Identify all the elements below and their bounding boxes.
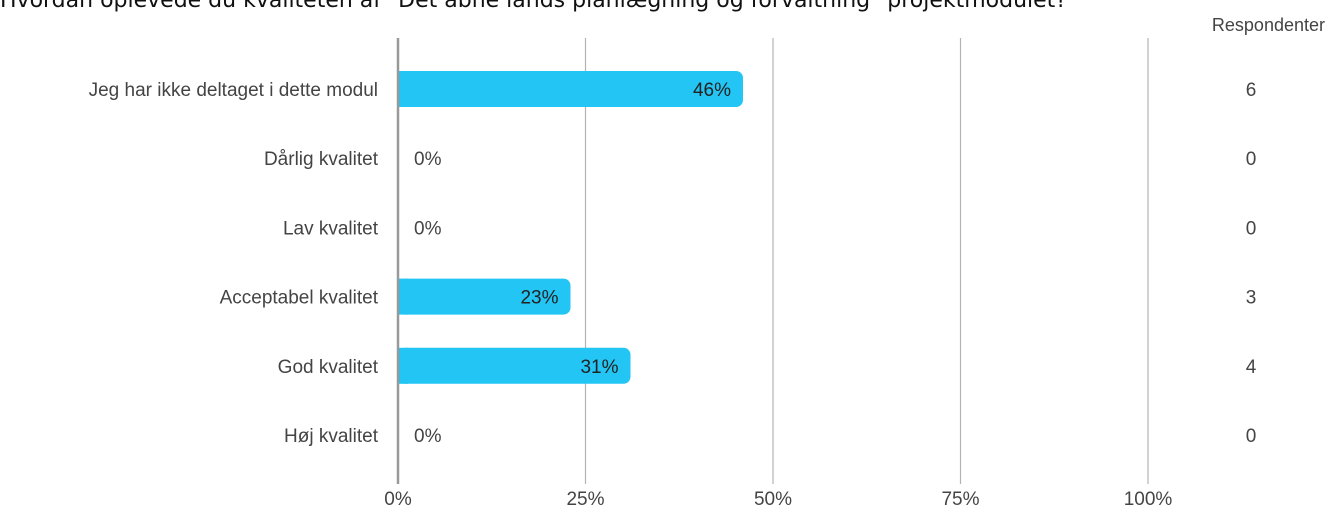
chart-title: Hvordan oplevede du kvaliteten af "Det å… xyxy=(0,0,1067,13)
bar xyxy=(398,71,743,107)
respondent-count: 6 xyxy=(1246,80,1257,101)
data-label: 23% xyxy=(520,288,558,309)
respondent-count: 3 xyxy=(1246,288,1257,309)
bar-left-square xyxy=(398,347,408,384)
respondents-header: Respondenter xyxy=(1211,15,1325,35)
bar-left-square xyxy=(398,71,408,107)
respondent-count: 0 xyxy=(1246,426,1257,447)
category-label: Acceptabel kvalitet xyxy=(220,288,379,309)
data-label: 0% xyxy=(414,218,442,239)
data-label: 46% xyxy=(693,80,731,101)
data-label: 0% xyxy=(414,426,442,447)
x-tick-label: 25% xyxy=(566,489,604,510)
category-label: God kvalitet xyxy=(278,357,379,378)
x-tick-label: 0% xyxy=(384,489,412,510)
category-label: Høj kvalitet xyxy=(284,426,379,447)
x-tick-label: 100% xyxy=(1124,489,1173,510)
category-label: Dårlig kvalitet xyxy=(264,149,379,170)
respondent-count: 4 xyxy=(1246,357,1257,378)
data-label: 0% xyxy=(414,149,442,170)
bar xyxy=(398,278,571,315)
respondent-count: 0 xyxy=(1246,218,1257,239)
x-tick-label: 50% xyxy=(754,489,792,510)
category-label: Lav kvalitet xyxy=(283,218,379,239)
respondent-count: 0 xyxy=(1246,149,1257,170)
bar-left-square xyxy=(398,278,408,315)
category-label: Jeg har ikke deltaget i dette modul xyxy=(89,80,378,101)
x-tick-label: 75% xyxy=(941,489,979,510)
data-label: 31% xyxy=(580,357,618,378)
bar xyxy=(398,347,631,384)
